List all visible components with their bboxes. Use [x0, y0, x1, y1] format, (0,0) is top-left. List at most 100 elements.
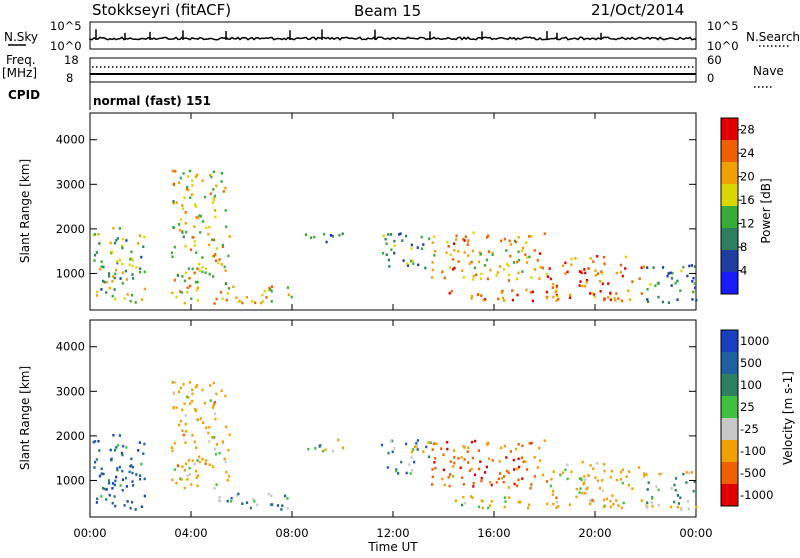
echo-cell: [557, 298, 560, 301]
echo-cell: [113, 495, 116, 498]
echo-cell: [384, 237, 387, 241]
echo-cell: [646, 501, 649, 504]
echo-cell: [546, 275, 549, 278]
date-title: 21/Oct/2014: [591, 1, 684, 19]
echo-cell: [129, 258, 132, 261]
echo-cell: [455, 234, 458, 238]
echo-cell: [505, 456, 508, 459]
echo-cell: [131, 258, 134, 262]
echo-cell: [186, 185, 189, 189]
echo-cell: [139, 270, 142, 274]
nsky-trace: [89, 36, 697, 41]
echo-cell: [390, 233, 393, 236]
echo-cell: [215, 443, 218, 446]
echo-cell: [463, 239, 466, 242]
echo-cell: [179, 176, 182, 180]
echo-cell: [433, 254, 436, 257]
echo-cell: [691, 280, 694, 283]
echo-cell: [440, 447, 443, 450]
echo-cell: [401, 239, 404, 242]
echo-cell: [676, 505, 679, 509]
echo-cell: [100, 467, 103, 471]
echo-cell: [475, 273, 478, 277]
echo-cell: [341, 446, 344, 450]
echo-cell: [213, 487, 216, 490]
echo-cell: [583, 475, 586, 478]
y-tick-label: 4000: [56, 340, 85, 354]
echo-cell: [480, 476, 483, 480]
echo-cell: [405, 234, 408, 238]
echo-cell: [552, 470, 555, 473]
velocity-colorbar-tick-label: -500: [740, 466, 766, 480]
echo-cell: [570, 257, 573, 261]
echo-cell: [466, 240, 470, 243]
echo-cell: [94, 460, 97, 464]
x-tick-label: 08:00: [275, 526, 308, 540]
echo-cell: [201, 256, 204, 259]
echo-cell: [516, 293, 519, 297]
echo-cell: [118, 434, 121, 437]
echo-cell: [587, 474, 590, 477]
echo-cell: [139, 477, 142, 481]
echo-cell: [179, 477, 182, 481]
echo-cell: [497, 297, 500, 301]
echo-cell: [135, 266, 138, 269]
echo-cell: [646, 505, 649, 508]
echo-cell: [555, 506, 558, 509]
echo-cell: [181, 207, 184, 210]
echo-cell: [578, 270, 581, 273]
echo-cell: [485, 465, 488, 469]
echo-cell: [221, 297, 224, 301]
echo-cell: [528, 235, 531, 238]
echo-cell: [472, 278, 475, 281]
echo-cell: [517, 500, 520, 504]
y-tick-label: 2000: [56, 222, 85, 236]
echo-cell: [268, 288, 271, 292]
echo-cell: [209, 173, 212, 177]
echo-cell: [208, 272, 211, 276]
velocity-colorbar-swatch: [721, 330, 738, 352]
echo-cell: [624, 267, 627, 270]
echo-cell: [225, 225, 228, 228]
echo-cell: [530, 276, 533, 279]
echo-cell: [620, 506, 623, 510]
echo-cell: [594, 476, 597, 479]
echo-cell: [541, 473, 544, 477]
velocity-colorbar-tick-label: 100: [740, 378, 762, 392]
echo-cell: [549, 277, 552, 281]
echo-cell: [435, 442, 438, 446]
echo-cell: [131, 273, 134, 276]
velocity-axes: 1000 2000 3000 4000: [56, 320, 697, 517]
echo-cell: [393, 239, 396, 243]
echo-cell: [609, 505, 612, 509]
echo-cell: [270, 494, 273, 497]
echo-cell: [120, 244, 123, 248]
echo-cell: [191, 434, 194, 437]
echo-cell: [194, 205, 197, 208]
power-colorbar-tick-label: 20: [740, 170, 755, 184]
echo-cell: [194, 203, 197, 206]
echo-cell: [221, 245, 225, 248]
echo-cell: [427, 441, 430, 444]
echo-cell: [286, 497, 289, 500]
echo-cell: [457, 457, 460, 460]
echo-cell: [111, 487, 114, 490]
echo-cell: [411, 259, 414, 262]
echo-cell: [218, 496, 221, 499]
echo-cell: [442, 453, 445, 457]
velocity-colorbar-swatch: [721, 440, 738, 462]
echo-cell: [130, 293, 134, 297]
echo-cell: [682, 265, 685, 269]
echo-cell: [543, 439, 546, 442]
echo-cell: [116, 468, 119, 472]
echo-cell: [464, 501, 467, 505]
echo-cell: [473, 473, 476, 477]
echo-cell: [115, 239, 118, 242]
echo-cell: [527, 506, 530, 510]
echo-cell: [188, 466, 191, 470]
echo-cell: [213, 194, 216, 198]
echo-cell: [574, 257, 577, 260]
x-tick-label: 20:00: [578, 526, 611, 540]
echo-cell: [495, 481, 498, 484]
echo-cell: [236, 494, 239, 497]
